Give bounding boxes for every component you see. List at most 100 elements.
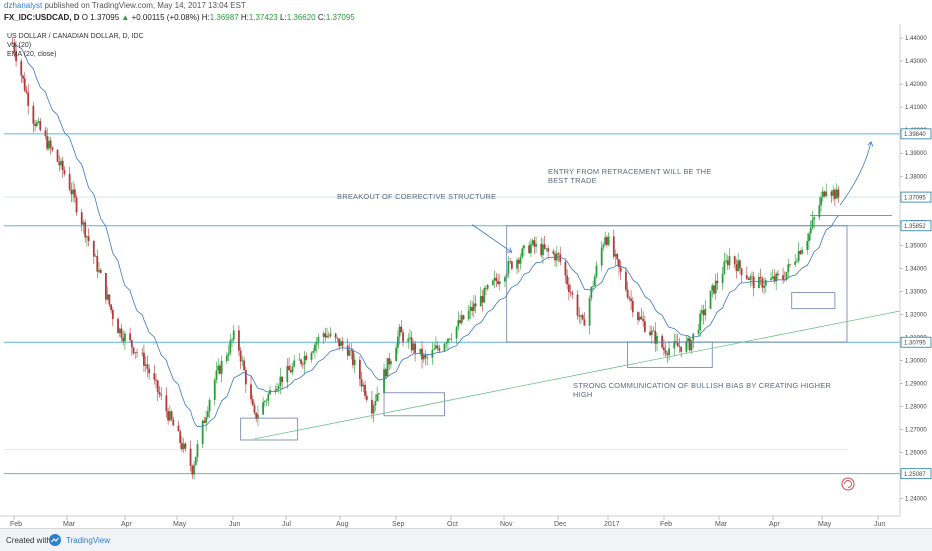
candle-body bbox=[37, 121, 40, 123]
candle-body bbox=[818, 205, 821, 218]
time-tick-label: Apr bbox=[769, 521, 781, 528]
tradingview-link[interactable]: TradingView bbox=[66, 536, 111, 545]
candle-body bbox=[300, 359, 303, 365]
candle-body bbox=[400, 326, 403, 333]
candle-body bbox=[312, 350, 315, 353]
candle-body bbox=[714, 280, 717, 294]
candle-body bbox=[203, 420, 206, 423]
candle-body bbox=[376, 394, 379, 401]
price-label-box bbox=[900, 191, 932, 203]
candle-body bbox=[317, 336, 320, 342]
candle-body bbox=[105, 273, 107, 300]
author-link[interactable]: dzhanalyst bbox=[4, 1, 43, 10]
arrow-head bbox=[867, 141, 874, 147]
candle-body bbox=[324, 333, 327, 338]
candle-body bbox=[360, 378, 363, 387]
candle-body bbox=[493, 277, 496, 281]
candle-body bbox=[281, 376, 284, 383]
candle-body bbox=[179, 431, 182, 444]
candle-body bbox=[771, 276, 774, 279]
candle-body bbox=[678, 346, 681, 348]
candle-body bbox=[124, 333, 126, 342]
events-icon[interactable] bbox=[841, 477, 855, 491]
price-label-text: 1.30795 bbox=[904, 340, 926, 346]
candle-body bbox=[716, 280, 719, 284]
candle-body bbox=[201, 420, 204, 445]
candle-body bbox=[535, 243, 537, 247]
candle-body bbox=[438, 348, 441, 351]
candle-body bbox=[483, 288, 486, 303]
candle-body bbox=[637, 312, 639, 321]
candle-body bbox=[588, 298, 591, 326]
candle-body bbox=[745, 275, 748, 279]
price-tick-label: 1.29000 bbox=[905, 382, 927, 388]
candle-body bbox=[704, 308, 707, 316]
candle-body bbox=[148, 368, 151, 374]
candle-body bbox=[510, 261, 513, 269]
candle-body bbox=[782, 275, 784, 280]
candle-body bbox=[690, 340, 693, 351]
candle-body bbox=[600, 247, 603, 266]
ohlc-line: FX_IDC:USDCAD, D O 1.37095 ▲ +0.00115 (+… bbox=[4, 13, 355, 22]
ema-line bbox=[12, 42, 839, 428]
candle-body bbox=[773, 276, 776, 282]
candle-body bbox=[181, 443, 183, 450]
candle-body bbox=[144, 364, 147, 366]
candle-body bbox=[267, 394, 270, 401]
candle-body bbox=[371, 399, 373, 414]
candle-body bbox=[801, 249, 803, 254]
candle-body bbox=[396, 336, 399, 348]
candle-body bbox=[630, 298, 632, 301]
candle-body bbox=[32, 105, 35, 124]
candle-body bbox=[809, 227, 812, 234]
candle-body bbox=[576, 294, 579, 316]
price-label-box bbox=[900, 220, 932, 232]
low-value: 1.37423 bbox=[248, 13, 278, 22]
change-value: +0.00115 (+0.08%) bbox=[131, 13, 200, 22]
candle-body bbox=[725, 260, 727, 262]
high-value: 1.36987 bbox=[209, 13, 239, 22]
candle-body bbox=[244, 370, 247, 385]
annotations: BREAKOUT OF COERECTIVE STRUCTURE ENTRY F… bbox=[337, 167, 831, 399]
candle-body bbox=[193, 465, 195, 475]
candle-body bbox=[20, 61, 23, 76]
candle-body bbox=[167, 411, 170, 421]
time-tick-label: Oct bbox=[447, 521, 458, 528]
time-tick-label: Jun bbox=[229, 521, 240, 528]
candle-body bbox=[143, 352, 145, 366]
candle-body bbox=[108, 294, 111, 305]
candle-body bbox=[721, 273, 724, 284]
candle-body bbox=[92, 241, 95, 257]
candle-body bbox=[395, 347, 398, 362]
time-tick-label: Nov bbox=[500, 521, 513, 528]
candle-body bbox=[433, 348, 436, 350]
candle-body bbox=[643, 321, 646, 332]
legend-vol: Vol (20) bbox=[7, 42, 31, 49]
published-text: published on TradingView.com, May 14, 20… bbox=[44, 1, 246, 10]
candle-body bbox=[498, 281, 501, 285]
time-tick-label: Aug bbox=[336, 521, 349, 528]
candle-body bbox=[830, 191, 833, 196]
candle-body bbox=[153, 373, 156, 380]
candle-body bbox=[155, 379, 157, 381]
annotation-entry-line1: ENTRY FROM RETRACEMENT WILL BE THE bbox=[548, 167, 712, 176]
candle-body bbox=[86, 236, 88, 238]
candle-body bbox=[44, 130, 47, 137]
candle-body bbox=[571, 292, 574, 295]
candle-body bbox=[205, 417, 208, 423]
candle-body bbox=[445, 343, 448, 344]
trendline bbox=[254, 310, 901, 440]
candle-body bbox=[443, 343, 446, 351]
annotation-strong-line2: HIGH bbox=[573, 390, 593, 399]
candle-body bbox=[409, 337, 411, 339]
price-tick-label: 1.28000 bbox=[905, 405, 927, 411]
price-chart[interactable]: BREAKOUT OF COERECTIVE STRUCTURE ENTRY F… bbox=[0, 24, 932, 528]
price-tick-label: 1.41000 bbox=[905, 105, 927, 111]
candle-body bbox=[219, 365, 221, 374]
arrows bbox=[471, 141, 874, 253]
candle-body bbox=[390, 361, 392, 365]
candle-body bbox=[398, 326, 401, 337]
boxes bbox=[240, 225, 848, 441]
calendar-icon bbox=[841, 477, 855, 491]
candle-body bbox=[61, 160, 64, 171]
